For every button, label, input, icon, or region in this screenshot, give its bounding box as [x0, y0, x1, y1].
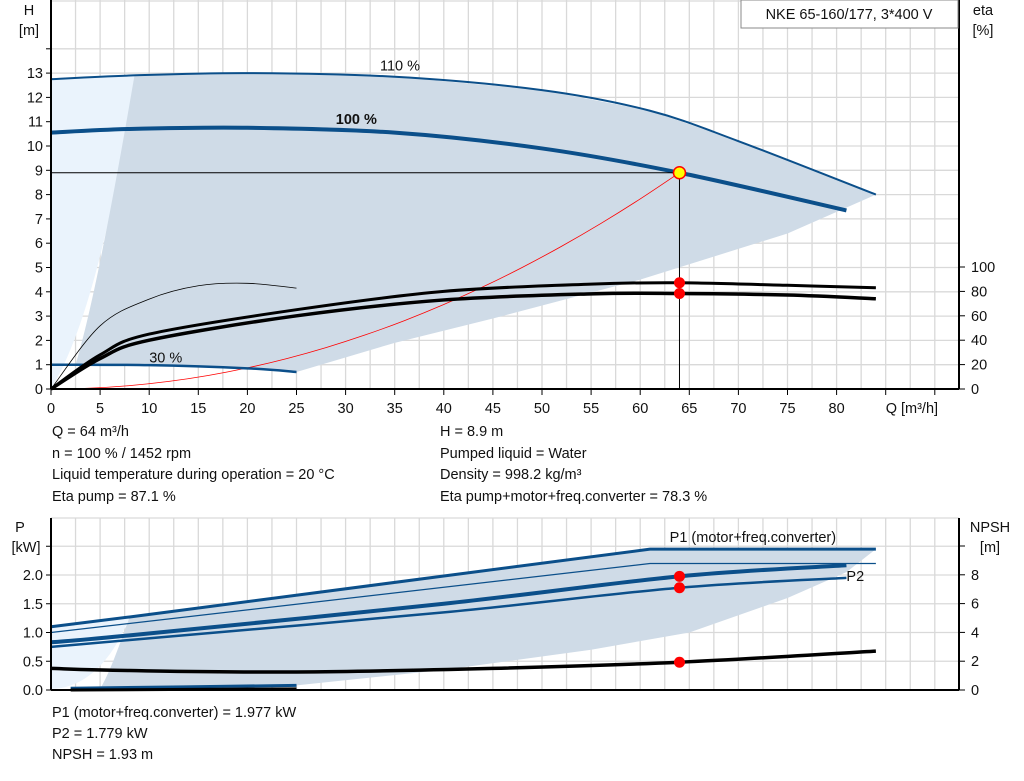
h-tick-label: 2: [35, 333, 43, 349]
q-tick-label: 35: [387, 401, 403, 417]
q-tick-label: 60: [632, 401, 648, 417]
q-tick-label: 50: [534, 401, 550, 417]
eta-axis-label: eta: [973, 3, 994, 19]
h-axis-unit: [m]: [19, 23, 39, 39]
p-tick-label: 1.0: [23, 626, 43, 642]
q-tick-label: 55: [583, 401, 599, 417]
eta-tick-label: 80: [971, 284, 987, 300]
h-tick-label: 12: [27, 90, 43, 106]
eta-tick-label: 100: [971, 260, 995, 276]
h-tick-label: 5: [35, 261, 43, 277]
h-tick-label: 4: [35, 285, 43, 301]
eta-tick-label: 0: [971, 382, 979, 398]
p-tick-label: 1.5: [23, 597, 43, 613]
eta-pump-point: [673, 277, 685, 289]
power-curve-5: [70, 683, 297, 690]
power-curve-2: [50, 563, 847, 645]
label-30: 30 %: [149, 350, 182, 366]
npsh-tick-label: 2: [971, 654, 979, 670]
p-tick-label: 0.5: [23, 654, 43, 670]
info-p2: P2 = 1.779 kW: [52, 726, 148, 742]
q-axis-label: Q [m³/h]: [886, 401, 938, 417]
npsh-tick-label: 4: [971, 625, 979, 641]
info-eta-pump: Eta pump = 87.1 %: [52, 489, 176, 505]
npsh-tick-label: 0: [971, 683, 979, 699]
h-tick-label: 10: [27, 139, 43, 155]
npsh-point: [673, 656, 685, 668]
h-tick-label: 3: [35, 309, 43, 325]
h-tick-label: 11: [28, 115, 43, 131]
npsh-axis-label: NPSH: [970, 520, 1010, 536]
info-h: H = 8.9 m: [440, 424, 504, 440]
p1-point: [673, 570, 685, 582]
info-p1: P1 (motor+freq.converter) = 1.977 kW: [52, 705, 297, 721]
npsh-tick-label: 6: [971, 597, 979, 613]
q-tick-label: 40: [436, 401, 452, 417]
q-tick-label: 10: [141, 401, 157, 417]
q-tick-label: 65: [681, 401, 697, 417]
operating-range: [75, 73, 876, 372]
info-n: n = 100 % / 1452 rpm: [52, 446, 192, 462]
q-tick-label: 80: [829, 401, 845, 417]
info-npsh: NPSH = 1.93 m: [52, 747, 154, 763]
info-liquid: Pumped liquid = Water: [440, 446, 587, 462]
h-tick-label: 1: [35, 358, 43, 374]
q-tick-label: 70: [730, 401, 746, 417]
h-tick-label: 8: [35, 188, 43, 204]
h-tick-label: 9: [35, 163, 43, 179]
power-range-light: [51, 616, 130, 689]
info-temp: Liquid temperature during operation = 20…: [52, 467, 335, 483]
operating-range-light: [51, 75, 135, 389]
eta-tick-label: 60: [971, 309, 987, 325]
h-tick-label: 6: [35, 236, 43, 252]
operating-point: [672, 165, 687, 180]
q-tick-label: 15: [190, 401, 206, 417]
curve-100: [50, 125, 847, 213]
curve-110: [50, 72, 877, 196]
npsh-tick-label: 8: [971, 568, 979, 584]
label-p2: P2: [846, 569, 864, 585]
eta-tick-label: 40: [971, 333, 987, 349]
q-tick-label: 5: [96, 401, 104, 417]
chart-title: NKE 65-160/177, 3*400 V: [766, 7, 933, 23]
curve-series-4: [50, 281, 876, 391]
curve-series-5: [50, 291, 876, 391]
q-tick-label: 75: [779, 401, 795, 417]
p-tick-label: 0.0: [23, 683, 43, 699]
q-tick-label: 25: [288, 401, 304, 417]
label-p1: P1 (motor+freq.converter): [670, 530, 836, 546]
title-box: [740, 0, 959, 29]
h-axis-label: H: [24, 3, 34, 19]
p-axis-label: P: [15, 520, 25, 536]
power-curve-0: [50, 547, 876, 629]
label-110: 110 %: [380, 59, 420, 75]
q-tick-label: 45: [485, 401, 501, 417]
q-tick-label: 30: [338, 401, 354, 417]
curve-series-3: [50, 282, 297, 390]
power-curve-4: [50, 649, 876, 674]
eta-total-point: [673, 287, 685, 299]
npsh-axis-unit: [m]: [980, 540, 1000, 556]
p2-point: [673, 582, 685, 594]
h-tick-label: 13: [27, 66, 43, 82]
power-curve-1: [50, 562, 876, 634]
system-curve: [50, 172, 680, 390]
q-tick-label: 0: [47, 401, 55, 417]
eta-axis-unit: [%]: [973, 23, 994, 39]
label-100: 100 %: [336, 112, 377, 128]
q-tick-label: 20: [239, 401, 255, 417]
power-curve-3: [50, 576, 847, 649]
p-axis-unit: [kW]: [12, 540, 41, 556]
info-eta-total: Eta pump+motor+freq.converter = 78.3 %: [440, 489, 708, 505]
h-tick-label: 7: [35, 212, 43, 228]
p-tick-label: 2.0: [23, 568, 43, 584]
info-q: Q = 64 m³/h: [52, 424, 129, 440]
info-density: Density = 998.2 kg/m³: [440, 467, 582, 483]
eta-tick-label: 20: [971, 358, 987, 374]
h-tick-label: 0: [35, 382, 43, 398]
